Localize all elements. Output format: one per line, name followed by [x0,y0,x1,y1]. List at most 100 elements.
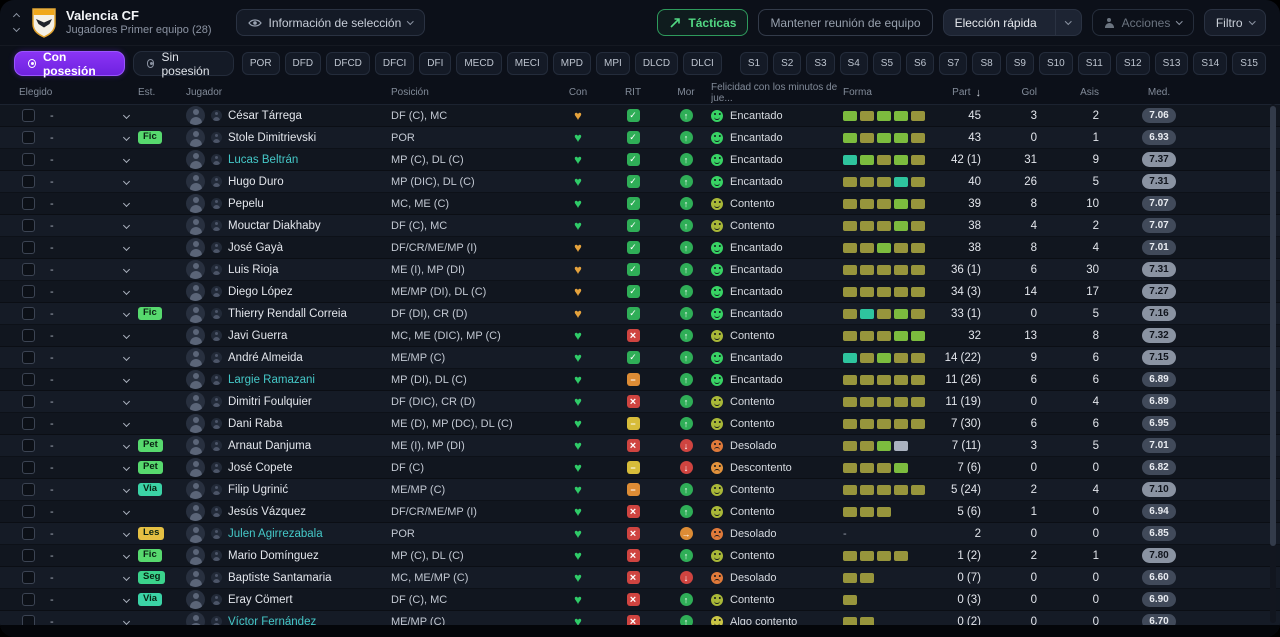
position-filter-s14[interactable]: S14 [1193,52,1227,75]
player-name[interactable]: José Gayà [228,242,283,254]
row-selection-dropdown[interactable]: - [50,435,138,456]
player-name[interactable]: André Almeida [228,352,303,364]
player-name[interactable]: Diego López [228,286,293,298]
row-checkbox[interactable] [22,175,35,188]
row-checkbox[interactable] [22,417,35,430]
row-selection-dropdown[interactable]: - [50,589,138,610]
row-selection-dropdown[interactable]: - [50,193,138,214]
table-row[interactable]: - Pepelu MC, ME (C) Contento 39 8 10 7.0… [0,193,1280,215]
position-filter-dfci[interactable]: DFCI [375,52,414,75]
table-row[interactable]: - Fic Stole Dimitrievski POR Encantado 4… [0,127,1280,149]
player-name[interactable]: Dimitri Foulquier [228,396,312,408]
header-forma[interactable]: Forma [843,81,931,104]
header-est[interactable]: Est. [138,81,186,104]
scrollbar-thumb[interactable] [1270,106,1276,546]
table-row[interactable]: - Dimitri Foulquier DF (DIC), CR (D) Con… [0,391,1280,413]
row-selection-dropdown[interactable]: - [50,545,138,566]
row-selection-dropdown[interactable]: - [50,391,138,412]
row-checkbox[interactable] [22,527,35,540]
row-checkbox[interactable] [22,263,35,276]
table-row[interactable]: - Via Filip Ugrinić ME/MP (C) Contento 5… [0,479,1280,501]
position-filter-dlci[interactable]: DLCI [683,52,722,75]
table-row[interactable]: - André Almeida ME/MP (C) Encantado 14 (… [0,347,1280,369]
player-name[interactable]: José Copete [228,462,293,474]
position-filter-s9[interactable]: S9 [1006,52,1034,75]
panel-collapse-controls[interactable] [14,14,19,31]
position-filter-s3[interactable]: S3 [806,52,834,75]
row-checkbox[interactable] [22,571,35,584]
header-elegido[interactable]: Elegido [10,81,138,104]
header-med[interactable]: Med. [1099,81,1219,104]
quick-pick-dropdown[interactable] [1055,10,1081,35]
position-filter-dfd[interactable]: DFD [285,52,322,75]
table-row[interactable]: - Jesús Vázquez DF/CR/ME/MP (I) Contento… [0,501,1280,523]
table-row[interactable]: - César Tárrega DF (C), MC Encantado 45 … [0,105,1280,127]
player-name[interactable]: Luis Rioja [228,264,279,276]
table-row[interactable]: - Hugo Duro MP (DIC), DL (C) Encantado 4… [0,171,1280,193]
row-selection-dropdown[interactable]: - [50,259,138,280]
position-filter-s4[interactable]: S4 [840,52,868,75]
collapse-up-icon[interactable] [13,13,20,20]
row-selection-dropdown[interactable]: - [50,347,138,368]
selection-info-dropdown[interactable]: Información de selección [236,9,425,36]
row-checkbox[interactable] [22,109,35,122]
tab-sin-posesion[interactable]: Sin posesión [133,51,234,76]
row-selection-dropdown[interactable]: - [50,325,138,346]
row-selection-dropdown[interactable]: - [50,413,138,434]
row-selection-dropdown[interactable]: - [50,171,138,192]
position-filter-s11[interactable]: S11 [1078,52,1111,75]
row-checkbox[interactable] [22,153,35,166]
row-selection-dropdown[interactable]: - [50,127,138,148]
table-row[interactable]: - Via Eray Cömert DF (C), MC Contento 0 … [0,589,1280,611]
position-filter-dlcd[interactable]: DLCD [635,52,678,75]
table-row[interactable]: - Pet Arnaut Danjuma ME (I), MP (DI) Des… [0,435,1280,457]
player-name[interactable]: Jesús Vázquez [228,506,306,518]
filter-dropdown[interactable]: Filtro [1204,9,1266,36]
player-name[interactable]: Lucas Beltrán [228,154,298,166]
table-row[interactable]: - Largie Ramazani MP (DI), DL (C) Encant… [0,369,1280,391]
row-checkbox[interactable] [22,549,35,562]
player-name[interactable]: Arnaut Danjuma [228,440,311,452]
table-row[interactable]: - Dani Raba ME (D), MP (DC), DL (C) Cont… [0,413,1280,435]
row-checkbox[interactable] [22,395,35,408]
header-con[interactable]: Con [551,81,605,104]
quick-pick-label[interactable]: Elección rápida [944,10,1048,35]
player-name[interactable]: Stole Dimitrievski [228,132,316,144]
position-filter-mpd[interactable]: MPD [553,52,591,75]
position-filter-s15[interactable]: S15 [1232,52,1266,75]
header-gol[interactable]: Gol [981,81,1037,104]
position-filter-s5[interactable]: S5 [873,52,901,75]
quick-pick-split-button[interactable]: Elección rápida [943,9,1082,36]
row-checkbox[interactable] [22,329,35,342]
player-name[interactable]: Mario Domínguez [228,550,319,562]
position-filter-meci[interactable]: MECI [507,52,548,75]
row-checkbox[interactable] [22,593,35,606]
row-checkbox[interactable] [22,351,35,364]
collapse-down-icon[interactable] [13,25,20,32]
row-selection-dropdown[interactable]: - [50,457,138,478]
position-filter-dfi[interactable]: DFI [419,52,451,75]
player-name[interactable]: Baptiste Santamaria [228,572,332,584]
tactics-button[interactable]: Tácticas [657,9,748,36]
player-name[interactable]: Thierry Rendall Correia [228,308,347,320]
table-row[interactable]: - Mouctar Diakhaby DF (C), MC Contento 3… [0,215,1280,237]
team-meeting-button[interactable]: Mantener reunión de equipo [758,9,932,36]
row-selection-dropdown[interactable]: - [50,149,138,170]
player-name[interactable]: Dani Raba [228,418,282,430]
row-checkbox[interactable] [22,373,35,386]
table-row[interactable]: - Fic Thierry Rendall Correia DF (DI), C… [0,303,1280,325]
header-felicidad[interactable]: Felicidad con los minutos de jue... [711,81,843,104]
position-filter-por[interactable]: POR [242,52,280,75]
row-checkbox[interactable] [22,439,35,452]
position-filter-s7[interactable]: S7 [939,52,967,75]
vertical-scrollbar[interactable] [1270,104,1276,623]
row-selection-dropdown[interactable]: - [50,237,138,258]
player-name[interactable]: Javi Guerra [228,330,287,342]
row-selection-dropdown[interactable]: - [50,281,138,302]
position-filter-mecd[interactable]: MECD [456,52,501,75]
header-posicion[interactable]: Posición [391,81,551,104]
header-mor[interactable]: Mor [661,81,711,104]
position-filter-dfcd[interactable]: DFCD [326,52,370,75]
row-checkbox[interactable] [22,197,35,210]
row-checkbox[interactable] [22,307,35,320]
